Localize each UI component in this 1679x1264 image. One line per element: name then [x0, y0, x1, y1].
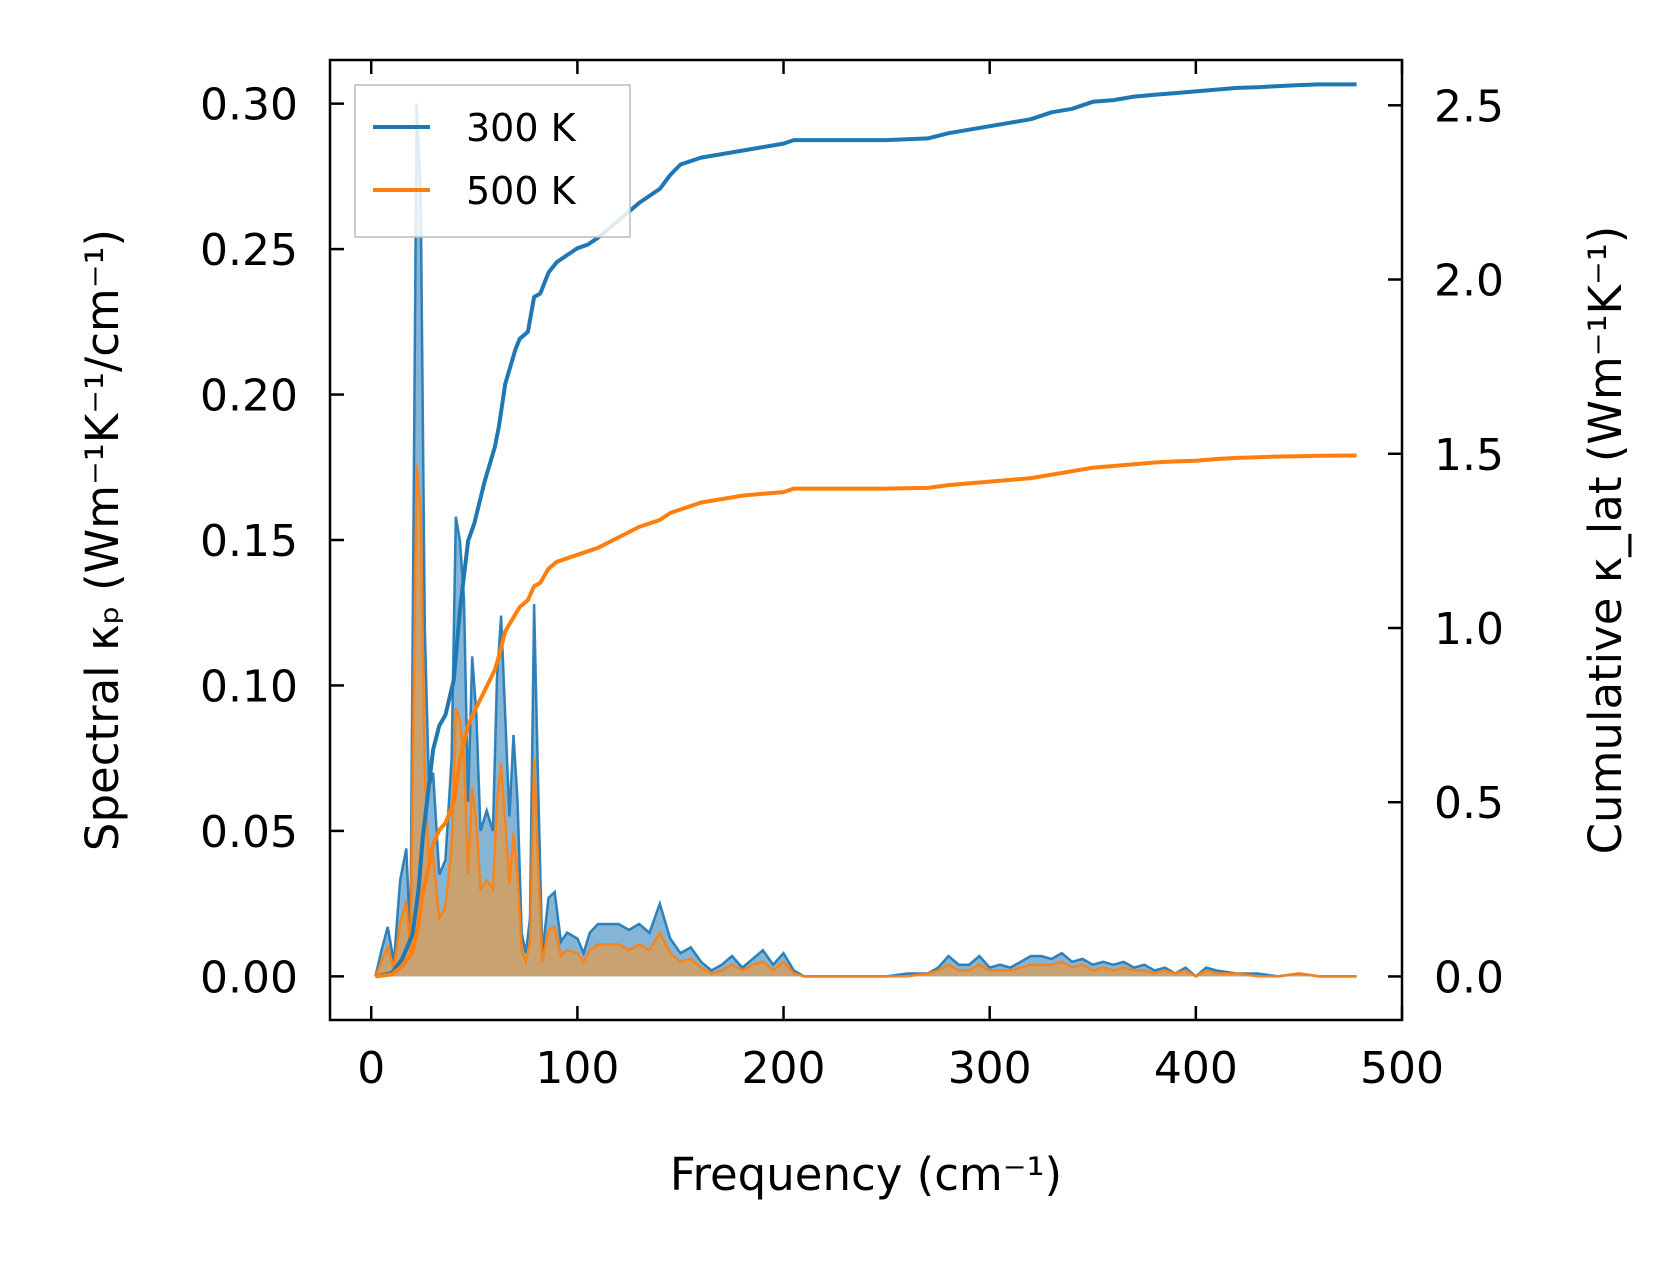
- series-lines: [374, 82, 1357, 979]
- x-tick-label: 500: [1360, 1043, 1444, 1094]
- y-left-tick-label: 0.05: [200, 807, 298, 858]
- y-right-tick-label: 0.0: [1434, 952, 1504, 1003]
- x-tick-label: 300: [948, 1043, 1032, 1094]
- x-tick-label: 200: [742, 1043, 826, 1094]
- y-left-tick-label: 0.30: [200, 80, 298, 131]
- y-right-tick-label: 1.0: [1434, 604, 1504, 655]
- x-axis-label: Frequency (cm⁻¹): [670, 1148, 1062, 1201]
- y-left-tick-label: 0.25: [200, 225, 298, 276]
- y-left-tick-label: 0.00: [200, 952, 298, 1003]
- y-left-tick-label: 0.20: [200, 371, 298, 422]
- spectral-area-500k: [375, 464, 1357, 977]
- y-right-tick-label: 2.0: [1434, 256, 1504, 307]
- cumulative-line-300k: [374, 82, 1357, 979]
- y-left-tick-label: 0.10: [200, 661, 298, 712]
- y-right-axis-label: Cumulative κ_lat (Wm⁻¹K⁻¹): [1579, 226, 1632, 855]
- y-left-tick-label: 0.15: [200, 516, 298, 567]
- cumulative-line-500k: [375, 453, 1357, 979]
- legend-box: [354, 84, 631, 238]
- x-tick-label: 400: [1154, 1043, 1238, 1094]
- y-left-axis-label: Spectral κₚ (Wm⁻¹K⁻¹/cm⁻¹): [76, 229, 129, 851]
- plot-frame: [328, 58, 1404, 1022]
- legend-label-500k: 500 K: [466, 169, 577, 213]
- axis-ticks: 0 100 200 300 400 500 0.00 0.05 0.10 0.15 0.20 0.25…: [200, 60, 1504, 1094]
- y-right-tick-label: 1.5: [1434, 430, 1504, 481]
- x-tick-label: 100: [535, 1043, 619, 1094]
- y-right-tick-label: 2.5: [1434, 81, 1504, 132]
- legend-label-300k: 300 K: [466, 106, 577, 150]
- legend: 300 K 500 K: [354, 84, 631, 238]
- y-right-tick-label: 0.5: [1434, 778, 1504, 829]
- x-tick-label: 0: [357, 1043, 385, 1094]
